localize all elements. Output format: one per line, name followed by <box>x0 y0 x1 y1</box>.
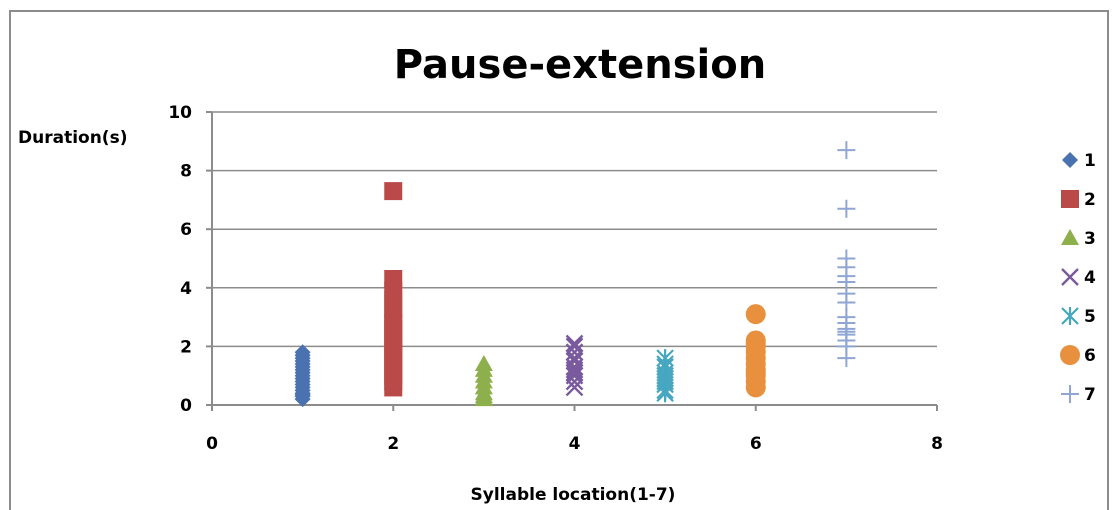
point-series-3 <box>474 354 493 371</box>
x-tick-label: 8 <box>931 434 943 454</box>
point-series-4 <box>565 334 584 353</box>
data-points <box>294 141 856 408</box>
legend-label-3: 3 <box>1084 229 1096 249</box>
point-series-7 <box>837 249 856 268</box>
point-series-4 <box>565 352 584 370</box>
tick-labels: 0 2 4 6 8 10 0 2 4 6 8 <box>168 103 943 454</box>
legend-label-6: 6 <box>1084 346 1096 366</box>
point-series-2 <box>384 182 403 201</box>
y-tick-label: 0 <box>180 396 192 416</box>
chart-title: Pause-extension <box>394 42 766 88</box>
legend-marker-4 <box>1061 268 1079 286</box>
x-tick-label: 6 <box>750 434 762 454</box>
x-tick-label: 2 <box>387 434 399 454</box>
legend-marker-3 <box>1061 229 1079 245</box>
legend-label-2: 2 <box>1084 190 1096 210</box>
y-tick-label: 8 <box>180 162 192 182</box>
point-series-7 <box>837 141 856 160</box>
y-tick-label: 6 <box>180 220 192 240</box>
point-series-1 <box>294 386 311 403</box>
point-series-2 <box>384 270 403 289</box>
axes <box>206 111 938 411</box>
legend-marker-7 <box>1061 385 1079 403</box>
x-axis-label: Syllable location(1-7) <box>471 485 676 505</box>
point-series-5 <box>656 349 674 368</box>
y-axis-label: Duration(s) <box>18 128 127 148</box>
legend-marker-5 <box>1061 307 1079 325</box>
point-series-1 <box>294 344 311 361</box>
y-tick-label: 10 <box>168 103 192 123</box>
y-tick-label: 2 <box>180 337 192 357</box>
point-series-6 <box>745 304 766 325</box>
point-series-7 <box>837 199 856 218</box>
chart-frame <box>9 10 1109 510</box>
legend-marker-6 <box>1060 345 1080 365</box>
legend-label-4: 4 <box>1084 268 1096 288</box>
x-tick-label: 4 <box>569 434 581 454</box>
point-series-4 <box>565 366 584 385</box>
legend-marker-1 <box>1062 152 1078 168</box>
point-series-7 <box>837 322 856 341</box>
x-tick-label: 0 <box>206 434 218 454</box>
gridlines <box>212 111 937 348</box>
point-series-6 <box>745 330 766 351</box>
y-tick-label: 4 <box>180 279 192 299</box>
legend-label-1: 1 <box>1084 151 1096 171</box>
legend: 1 2 3 4 5 6 7 <box>1060 151 1096 405</box>
legend-label-5: 5 <box>1084 307 1096 327</box>
point-series-4 <box>565 337 584 356</box>
legend-marker-2 <box>1061 190 1079 208</box>
point-series-4 <box>565 343 584 362</box>
point-series-4 <box>565 358 584 376</box>
legend-label-7: 7 <box>1084 385 1096 405</box>
